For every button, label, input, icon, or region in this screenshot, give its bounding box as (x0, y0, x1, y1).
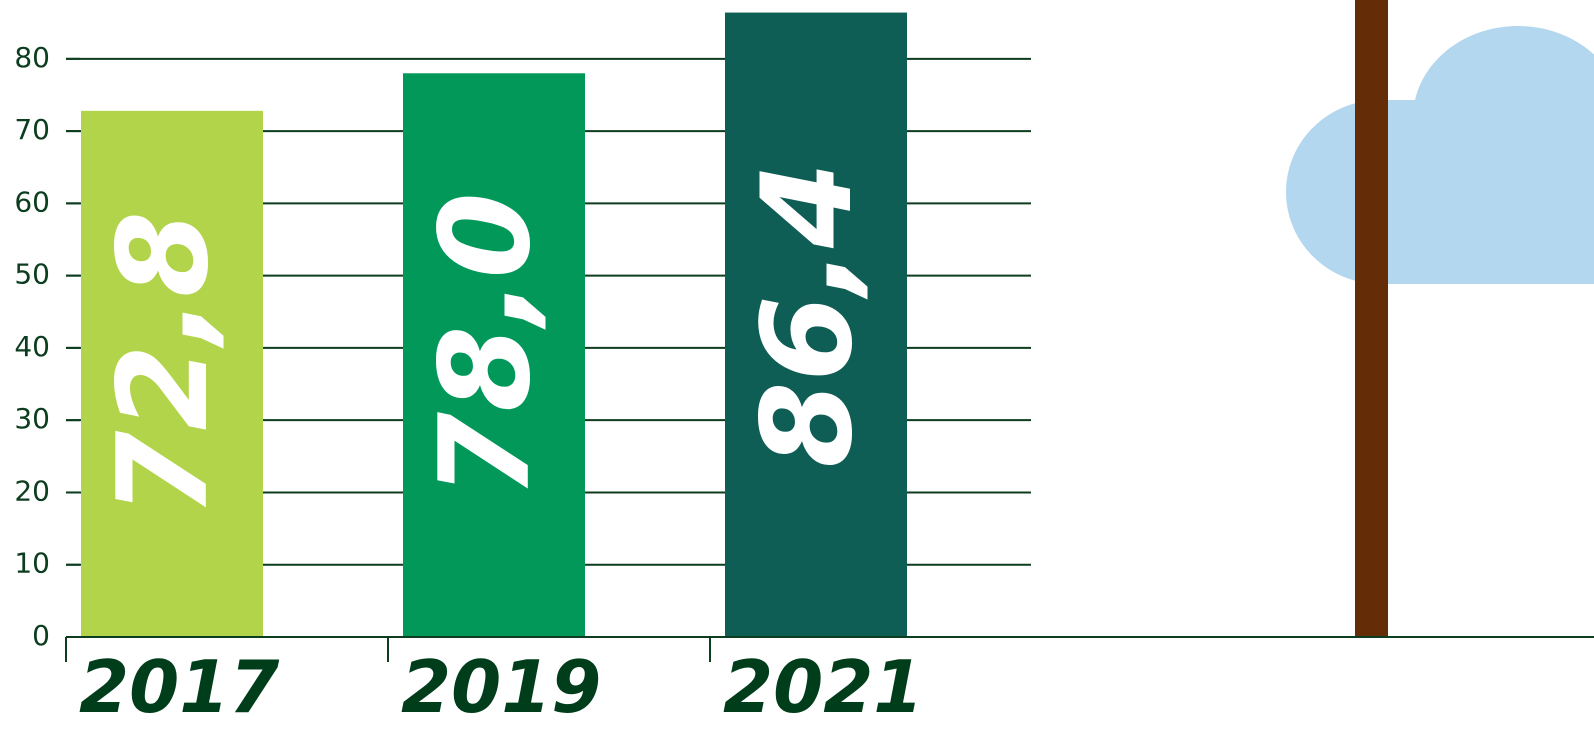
y-tick-label: 30 (14, 402, 50, 435)
bar (81, 110, 263, 637)
x-tick-label: 2021 (723, 645, 923, 729)
y-tick-label: 80 (14, 41, 50, 74)
y-tick-label: 60 (14, 185, 50, 218)
value-label: 86,4 (736, 162, 880, 468)
bars (81, 12, 907, 638)
y-tick-label: 70 (14, 113, 50, 146)
y-tick-label: 0 (32, 619, 50, 652)
y-tick-label: 40 (14, 330, 50, 363)
y-tick-label: 20 (14, 474, 50, 507)
x-tick-label: 2019 (401, 645, 601, 729)
value-label: 78,0 (414, 192, 558, 498)
bar (725, 12, 907, 637)
bar (403, 73, 585, 638)
labels: 0 10 20 30 40 50 60 70 80 2017 72,8 2019 78,0 2021 86,… (14, 41, 923, 729)
y-tick-label: 10 (14, 547, 50, 580)
tree-decoration (1286, 0, 1594, 637)
value-label: 72,8 (92, 211, 236, 517)
y-tick-label: 50 (14, 258, 50, 291)
x-tick-label: 2017 (79, 645, 279, 729)
